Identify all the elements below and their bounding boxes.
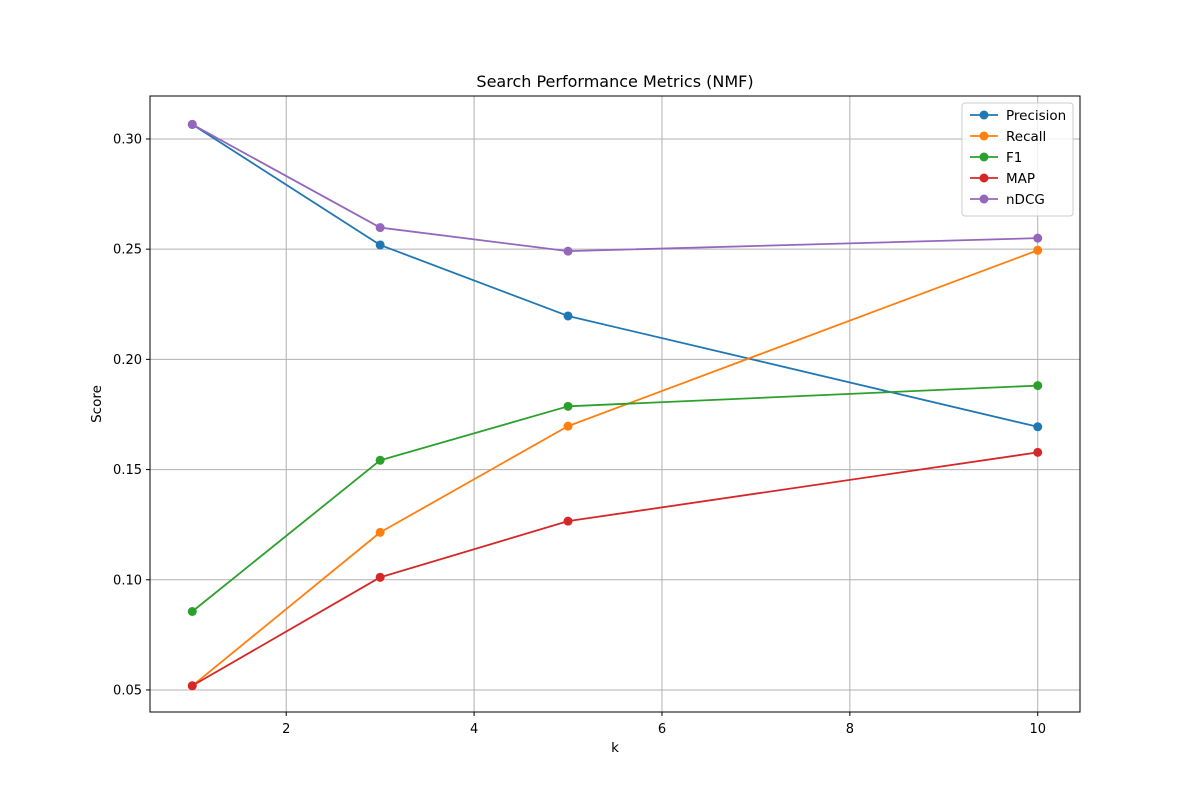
legend-label-ndcg: nDCG bbox=[1006, 192, 1045, 208]
data-point-f1 bbox=[563, 401, 573, 411]
x-tick-label: 10 bbox=[1029, 722, 1046, 737]
data-point-map bbox=[375, 572, 385, 582]
series-line-map bbox=[191, 451, 1038, 687]
y-tick-label: 0.10 bbox=[113, 573, 142, 588]
legend-label-f1: F1 bbox=[1006, 150, 1022, 166]
x-tick-label: 8 bbox=[846, 722, 854, 737]
legend-label-map: MAP bbox=[1006, 171, 1035, 187]
series-line-precision bbox=[191, 123, 1038, 428]
legend-label-recall: Recall bbox=[1006, 129, 1046, 145]
y-tick-label: 0.20 bbox=[113, 353, 142, 368]
data-point-recall bbox=[563, 421, 573, 431]
data-point-ndcg bbox=[187, 119, 197, 129]
data-point-recall bbox=[375, 527, 385, 537]
data-point-ndcg bbox=[563, 246, 573, 256]
legend-marker-f1 bbox=[979, 152, 989, 162]
data-point-precision bbox=[1033, 422, 1043, 432]
legend-marker-precision bbox=[979, 110, 989, 120]
axis-ticks: 2 4 6 8 10 0.05 0.10 0.15 0.20 0.25 0.30 bbox=[113, 132, 1046, 737]
y-axis-label: Score bbox=[89, 385, 105, 423]
series-line-recall bbox=[191, 249, 1039, 687]
chart-title: Search Performance Metrics (NMF) bbox=[476, 72, 753, 91]
y-tick-label: 0.30 bbox=[113, 132, 142, 147]
data-point-ndcg bbox=[1033, 233, 1043, 243]
chart-legend: Precision Recall F1 MAP nDCG bbox=[961, 102, 1074, 217]
data-point-precision bbox=[375, 240, 385, 250]
plot-area-frame bbox=[149, 95, 1081, 713]
x-tick-label: 4 bbox=[470, 722, 478, 737]
series-line-ndcg bbox=[191, 123, 1038, 253]
data-point-map bbox=[563, 516, 573, 526]
data-point-map bbox=[187, 681, 197, 691]
data-point-recall bbox=[1033, 245, 1043, 255]
data-point-map bbox=[1033, 447, 1043, 457]
y-tick-label: 0.25 bbox=[113, 243, 142, 258]
data-point-f1 bbox=[375, 455, 385, 465]
x-tick-label: 2 bbox=[282, 722, 290, 737]
data-series bbox=[187, 119, 1043, 691]
data-point-ndcg bbox=[375, 223, 385, 233]
data-point-f1 bbox=[187, 607, 197, 617]
series-line-f1 bbox=[191, 384, 1038, 613]
legend-marker-recall bbox=[979, 131, 989, 141]
x-tick-label: 6 bbox=[658, 722, 666, 737]
legend-marker-map bbox=[979, 173, 989, 183]
grid-lines bbox=[150, 96, 1080, 712]
data-point-f1 bbox=[1033, 381, 1043, 391]
data-point-precision bbox=[563, 311, 573, 321]
x-axis-label: k bbox=[611, 740, 619, 756]
legend-marker-ndcg bbox=[979, 194, 989, 204]
y-tick-label: 0.15 bbox=[113, 463, 142, 478]
legend-box bbox=[961, 102, 1074, 217]
y-tick-label: 0.05 bbox=[113, 683, 142, 698]
legend-label-precision: Precision bbox=[1006, 108, 1066, 124]
